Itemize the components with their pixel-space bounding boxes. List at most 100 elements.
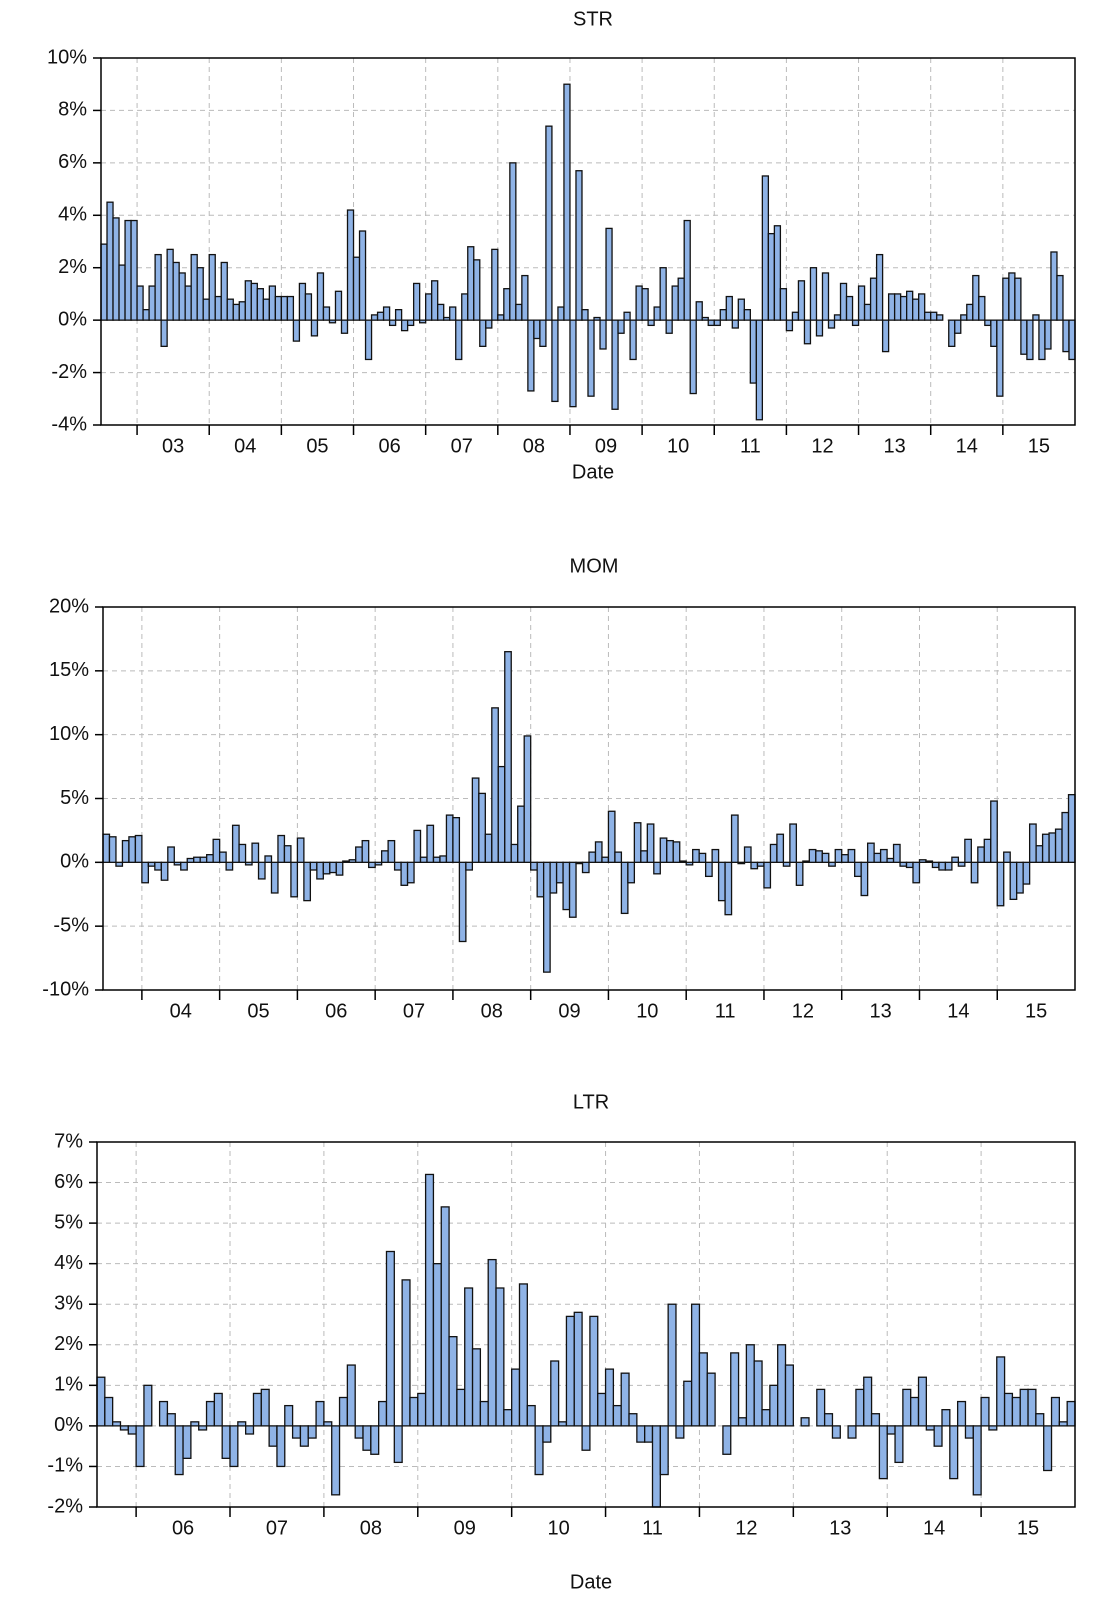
- bar: [148, 285, 156, 321]
- bar: [1019, 1388, 1029, 1427]
- y-tick-label: -2%: [51, 361, 87, 383]
- bar: [190, 253, 198, 321]
- bar: [964, 838, 972, 863]
- bar: [1003, 851, 1011, 863]
- bar: [354, 1425, 364, 1439]
- bar: [368, 861, 376, 869]
- bar: [918, 859, 927, 863]
- bar: [342, 860, 350, 863]
- x-tick-label: 07: [451, 435, 473, 457]
- bar: [96, 1376, 106, 1427]
- bar: [855, 1388, 865, 1427]
- bar: [497, 314, 505, 321]
- bar: [972, 274, 980, 321]
- bar: [510, 843, 519, 863]
- bar: [782, 861, 791, 867]
- bar: [1043, 1425, 1053, 1472]
- bar: [479, 1400, 489, 1427]
- bar: [581, 861, 590, 874]
- y-tick-label: -2%: [47, 1495, 83, 1517]
- bar: [542, 1425, 552, 1443]
- bar: [208, 253, 216, 321]
- plot-frame: [96, 1141, 1076, 1508]
- bar: [777, 1344, 787, 1427]
- bar: [831, 1425, 841, 1439]
- bar: [173, 861, 182, 866]
- bar: [683, 1380, 693, 1427]
- bar: [298, 282, 307, 321]
- bar: [1050, 1396, 1061, 1427]
- bar: [614, 851, 623, 863]
- bar: [238, 301, 246, 321]
- bar: [717, 861, 726, 902]
- bar: [823, 1413, 834, 1427]
- bar: [899, 861, 908, 867]
- bar: [1027, 1388, 1037, 1427]
- bar: [737, 861, 746, 865]
- bar: [769, 1384, 779, 1427]
- bar: [594, 841, 603, 863]
- x-tick-label: 08: [523, 435, 545, 457]
- bar: [509, 162, 517, 321]
- bar: [268, 1425, 278, 1447]
- bar: [461, 293, 469, 321]
- bar: [338, 1396, 349, 1427]
- bar: [791, 311, 800, 321]
- bar: [106, 201, 114, 321]
- y-tick-label: 8%: [58, 99, 87, 121]
- bar: [677, 277, 685, 321]
- bar: [671, 285, 679, 321]
- y-tick-label: 2%: [58, 256, 87, 278]
- bar: [121, 839, 130, 863]
- bar: [478, 792, 486, 863]
- bar: [374, 861, 383, 866]
- bar: [972, 1425, 982, 1496]
- bar: [431, 280, 439, 321]
- bar: [933, 1425, 943, 1447]
- bar: [432, 1263, 442, 1427]
- bar: [653, 861, 661, 875]
- bar: [102, 833, 111, 863]
- bar: [147, 861, 156, 867]
- bar: [380, 850, 389, 863]
- bar: [526, 1404, 536, 1427]
- bar: [244, 280, 252, 321]
- bar: [479, 319, 487, 348]
- y-tick-label: 2%: [54, 1333, 83, 1355]
- bar: [456, 1388, 466, 1427]
- bar: [331, 1425, 341, 1496]
- bar: [821, 272, 830, 321]
- bar: [960, 314, 968, 321]
- x-tick-label: 14: [956, 435, 978, 457]
- bar: [521, 274, 529, 321]
- x-tick-label: 07: [266, 1517, 288, 1539]
- bar: [629, 319, 637, 361]
- bar: [232, 303, 240, 321]
- bar: [667, 1303, 677, 1427]
- bar: [387, 839, 396, 863]
- bar: [485, 319, 493, 329]
- bar: [977, 846, 985, 863]
- bar: [568, 861, 577, 918]
- bar: [797, 280, 806, 321]
- bar: [597, 1392, 607, 1427]
- bar: [245, 1425, 255, 1435]
- bar: [1048, 832, 1057, 863]
- bar: [575, 170, 583, 321]
- bar: [419, 856, 428, 863]
- bar: [252, 1392, 262, 1427]
- bar: [127, 1425, 137, 1435]
- bar: [134, 834, 143, 863]
- bar: [452, 817, 461, 863]
- y-tick-label: 4%: [58, 204, 87, 226]
- bar: [1061, 811, 1070, 863]
- bar: [773, 225, 782, 321]
- bar: [193, 856, 201, 863]
- bar: [385, 1250, 395, 1427]
- bar: [1026, 319, 1034, 361]
- bar: [445, 814, 454, 863]
- x-axis-label: Date: [572, 461, 614, 483]
- bar: [879, 848, 888, 863]
- bar: [924, 311, 932, 321]
- bar: [539, 319, 547, 348]
